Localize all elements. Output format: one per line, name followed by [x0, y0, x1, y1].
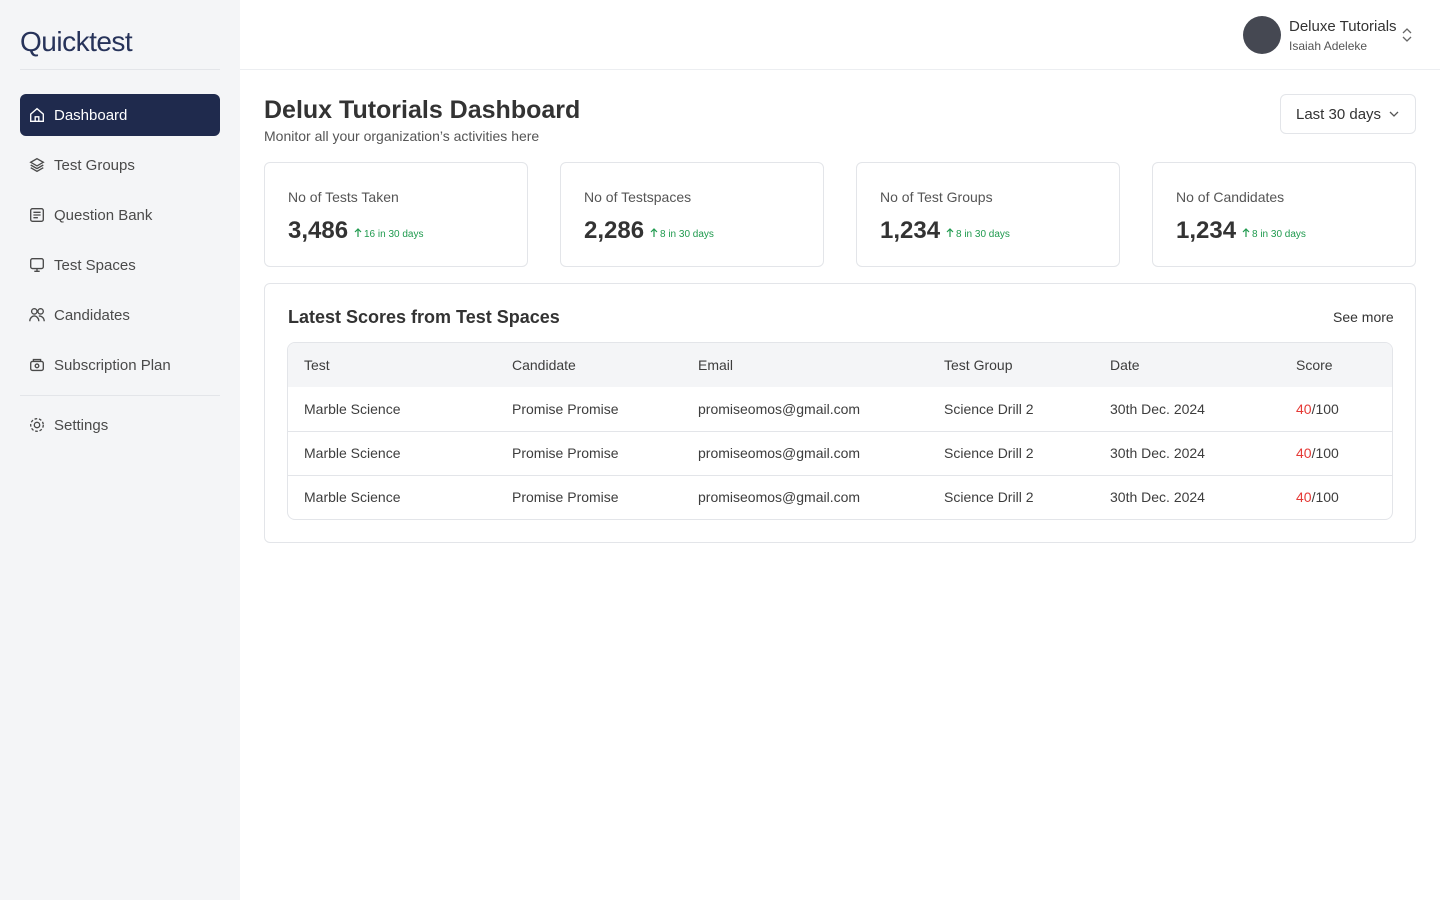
score: 40/100 — [1296, 401, 1339, 417]
row-divider — [288, 431, 1392, 432]
divider — [20, 69, 220, 70]
nav-item[interactable]: Dashboard — [20, 94, 220, 136]
nav-item[interactable]: Settings — [20, 404, 220, 446]
stat-value: 3,486 — [288, 217, 349, 244]
stat-change: 8 in 30 days — [946, 228, 1010, 240]
cell-date: 30th Dec. 2024 — [1110, 489, 1205, 505]
divider — [20, 395, 220, 396]
column-header: Test — [304, 357, 330, 373]
nav-label: Candidates — [54, 306, 130, 324]
cell-email: promiseomos@gmail.com — [698, 401, 861, 417]
range-label: Last 30 days — [1296, 105, 1382, 123]
cell-group: Science Drill 2 — [944, 401, 1034, 417]
stat-label: No of Candidates — [1176, 189, 1285, 205]
logo[interactable]: Quicktest — [20, 26, 133, 57]
score-total: /100 — [1311, 445, 1339, 461]
cell-candidate: Promise Promise — [512, 401, 619, 417]
stat-label: No of Testspaces — [584, 189, 692, 205]
icon — [29, 308, 45, 322]
score: 40/100 — [1296, 445, 1339, 461]
stat-card: No of Testspaces 2,286 8 in 30 days — [560, 162, 824, 267]
cell-date: 30th Dec. 2024 — [1110, 401, 1205, 417]
change-text: 8 in 30 days — [1252, 229, 1306, 240]
stat-card: No of Tests Taken 3,486 16 in 30 days — [264, 162, 528, 267]
stat-label: No of Tests Taken — [288, 189, 399, 205]
stat-card: No of Candidates 1,234 8 in 30 days — [1152, 162, 1416, 267]
column-header: Test Group — [944, 357, 1013, 373]
nav-label: Settings — [54, 416, 109, 434]
score-value: 40 — [1296, 489, 1312, 505]
cell-date: 30th Dec. 2024 — [1110, 445, 1205, 461]
page-subtitle: Monitor all your organization’s activiti… — [264, 128, 540, 144]
stat-change: 8 in 30 days — [650, 228, 714, 240]
arrow-up — [354, 228, 362, 237]
user-name: Isaiah Adeleke — [1289, 39, 1368, 53]
nav-item[interactable]: Test Groups — [20, 144, 220, 186]
cell-group: Science Drill 2 — [944, 445, 1034, 461]
column-header: Score — [1296, 357, 1333, 373]
score-value: 40 — [1296, 445, 1312, 461]
nav-label: Test Groups — [54, 156, 135, 174]
score-value: 40 — [1296, 401, 1312, 417]
arrow-up — [1242, 228, 1250, 237]
arrow-up — [650, 228, 658, 237]
score: 40/100 — [1296, 489, 1339, 505]
cell-test: Marble Science — [304, 489, 401, 505]
switch-icon[interactable] — [1401, 28, 1413, 42]
arrow-up — [946, 228, 954, 237]
nav-item[interactable]: Question Bank — [20, 194, 220, 236]
cell-group: Science Drill 2 — [944, 489, 1034, 505]
icon — [30, 418, 44, 432]
cell-test: Marble Science — [304, 401, 401, 417]
chevron — [1389, 111, 1399, 117]
icon — [30, 208, 44, 222]
stat-change: 16 in 30 days — [354, 228, 424, 240]
page-title: Delux Tutorials Dashboard — [264, 96, 581, 124]
see-more[interactable]: See more — [1333, 309, 1394, 325]
icon — [29, 157, 45, 173]
icon — [30, 358, 44, 372]
nav-label: Test Spaces — [54, 256, 136, 274]
stat-value: 2,286 — [584, 217, 645, 244]
change-text: 8 in 30 days — [660, 229, 714, 240]
icon — [30, 107, 44, 122]
icon — [30, 258, 44, 272]
cell-test: Marble Science — [304, 445, 401, 461]
sidebar: Quicktest Dashboard Test Groups Question… — [0, 0, 240, 900]
date-range[interactable]: Last 30 days — [1280, 94, 1416, 134]
cell-email: promiseomos@gmail.com — [698, 445, 861, 461]
top-bar — [240, 0, 1440, 70]
column-header: Email — [698, 357, 734, 373]
score-total: /100 — [1311, 489, 1339, 505]
score-total: /100 — [1311, 401, 1339, 417]
nav-label: Subscription Plan — [54, 356, 171, 374]
scores-panel — [264, 283, 1416, 543]
cell-candidate: Promise Promise — [512, 445, 619, 461]
nav-label: Question Bank — [54, 206, 153, 224]
column-header: Candidate — [512, 357, 576, 373]
stat-change: 8 in 30 days — [1242, 228, 1306, 240]
stat-label: No of Test Groups — [880, 189, 993, 205]
scores-table: Test Candidate Email Test Group Date Score Mar… — [287, 342, 1393, 520]
stat-value: 1,234 — [1176, 217, 1237, 244]
nav-item[interactable]: Subscription Plan — [20, 344, 220, 386]
stat-card: No of Test Groups 1,234 8 in 30 days — [856, 162, 1120, 267]
change-text: 8 in 30 days — [956, 229, 1010, 240]
nav-item[interactable]: Test Spaces — [20, 244, 220, 286]
change-text: 16 in 30 days — [364, 229, 424, 240]
panel-title: Latest Scores from Test Spaces — [288, 307, 560, 327]
org-name[interactable]: Deluxe Tutorials — [1289, 18, 1397, 35]
nav-label: Dashboard — [54, 106, 128, 124]
stat-value: 1,234 — [880, 217, 941, 244]
cell-email: promiseomos@gmail.com — [698, 489, 861, 505]
cell-candidate: Promise Promise — [512, 489, 619, 505]
table-header — [288, 343, 1392, 387]
row-divider — [288, 475, 1392, 476]
column-header: Date — [1110, 357, 1140, 373]
avatar[interactable] — [1243, 16, 1281, 54]
nav-item[interactable]: Candidates — [20, 294, 220, 336]
